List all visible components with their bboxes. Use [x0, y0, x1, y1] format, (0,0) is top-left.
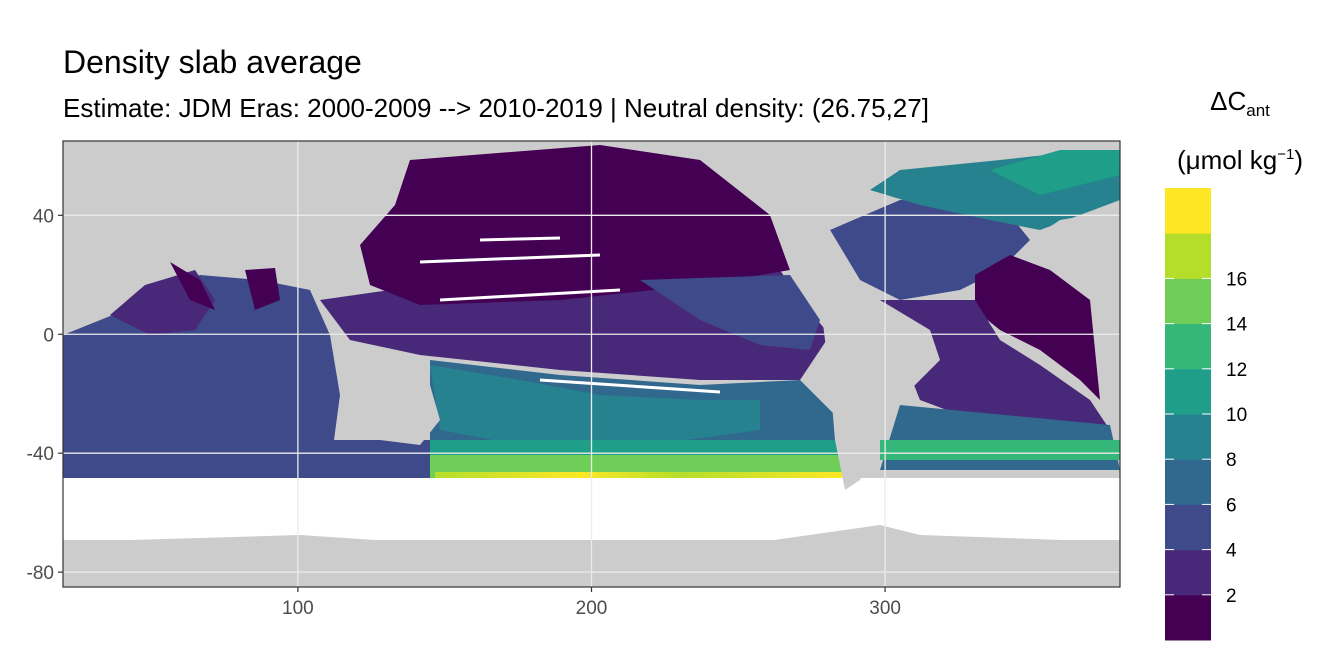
legend-tick-label: 14	[1226, 315, 1248, 336]
arabian-sea	[170, 262, 215, 310]
legend-swatch	[1165, 459, 1211, 505]
map-panel	[63, 141, 1120, 587]
south-pacific-teal	[430, 365, 760, 445]
legend-swatch	[1165, 594, 1211, 641]
legend-tick-label: 6	[1226, 495, 1237, 516]
y-tick-label: 0	[43, 325, 54, 346]
bay-of-bengal	[245, 268, 280, 310]
legend-tick-label: 4	[1226, 541, 1237, 562]
masked-band-pacific	[435, 500, 845, 520]
x-axis: 100 200 300	[282, 587, 901, 619]
chart-subtitle: Estimate: JDM Eras: 2000-2009 --> 2010-2…	[63, 93, 929, 123]
east-pacific	[640, 275, 820, 350]
northeast-atlantic	[975, 255, 1100, 400]
y-tick-label: -80	[27, 563, 54, 584]
nordic-seas	[990, 150, 1120, 195]
tropical-atlantic	[880, 300, 1110, 430]
y-tick-label: -40	[27, 444, 54, 465]
europe-africa-north	[1030, 210, 1120, 300]
chart-title: Density slab average	[63, 44, 362, 80]
legend-unit-suffix: )	[1294, 145, 1303, 175]
x-tick-label: 300	[869, 598, 901, 619]
north-america-south	[770, 215, 860, 300]
australia	[345, 370, 440, 445]
legend-title-main: ΔC	[1210, 86, 1247, 116]
legend-swatch	[1165, 233, 1211, 279]
legend-tick-label: 10	[1226, 405, 1247, 426]
southern-indian	[63, 440, 433, 478]
legend-swatch	[1165, 549, 1211, 596]
legend-tick-label: 2	[1226, 586, 1237, 607]
legend-tick-label: 8	[1226, 450, 1237, 471]
south-america	[820, 300, 940, 490]
x-tick-label: 100	[282, 598, 314, 619]
legend-unit-prefix: (μmol kg	[1177, 145, 1278, 175]
legend-swatch	[1165, 188, 1211, 234]
legend-title-sub: ant	[1246, 101, 1270, 120]
missing-data-streaks	[419, 236, 721, 394]
legend-swatch	[1165, 278, 1211, 325]
north-pacific	[360, 145, 790, 305]
y-tick-label: 40	[33, 206, 54, 227]
legend-tick-label: 12	[1226, 360, 1247, 381]
x-tick-label: 200	[576, 598, 608, 619]
color-legend: 2 4 6 8 10 12 14 16	[1165, 188, 1248, 641]
legend-title: ΔCant (μmol kg−1)	[1160, 84, 1320, 177]
legend-swatch	[1165, 504, 1211, 551]
legend-unit: (μmol kg−1)	[1160, 138, 1320, 177]
legend-tick-label: 16	[1226, 269, 1247, 290]
legend-swatch	[1165, 414, 1211, 460]
gridlines	[63, 141, 1120, 587]
y-axis: 40 0 -40 -80	[27, 206, 63, 584]
south-atlantic-front	[880, 440, 1120, 460]
legend-swatch	[1165, 368, 1211, 415]
legend-swatch	[1165, 323, 1211, 370]
legend-unit-sup: −1	[1277, 146, 1295, 163]
